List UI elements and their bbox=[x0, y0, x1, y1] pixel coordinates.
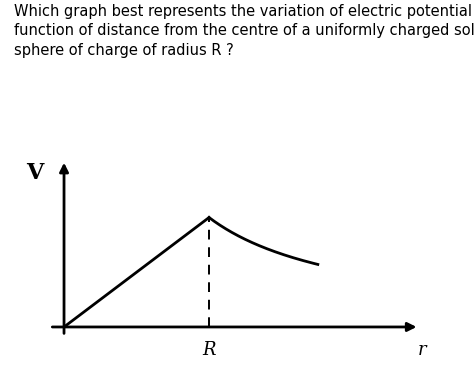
Text: Which graph best represents the variation of electric potential as a
function of: Which graph best represents the variatio… bbox=[14, 4, 474, 58]
Text: V: V bbox=[27, 162, 44, 184]
Text: R: R bbox=[202, 341, 216, 359]
Text: r: r bbox=[418, 341, 427, 359]
